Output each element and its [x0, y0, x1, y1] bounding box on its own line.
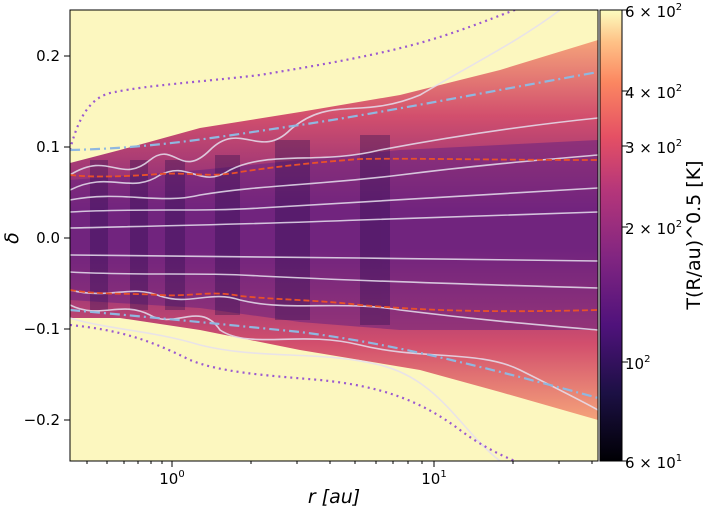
- heatmap-bands: [90, 135, 390, 325]
- colorbar-tick-label-100: 102: [625, 354, 650, 373]
- x-ticks: [86, 461, 593, 467]
- y-tick-label-1: 0.1: [36, 138, 60, 156]
- series-dotted-upper: [70, 10, 516, 151]
- series-dashdot-upper: [70, 70, 598, 152]
- heatmap-midplane: [70, 140, 598, 330]
- colorbar-tick-label-600: 6 × 102: [625, 2, 682, 21]
- x-tick-label-1: 100: [159, 469, 184, 488]
- series-dashed-lower: [70, 289, 598, 313]
- colorbar-ticks: [622, 9, 628, 462]
- plot-frame: [69, 9, 599, 462]
- x-axis-label: r [au]: [308, 486, 360, 508]
- colorbar-label: T(R/au)^0.5 [K]: [683, 160, 705, 310]
- colorbar-tick-label-400: 4 × 102: [625, 83, 682, 102]
- y-tick-label-3: −0.1: [24, 320, 60, 338]
- y-axis-label: δ: [1, 232, 23, 244]
- colorbar: [599, 9, 623, 462]
- y-tick-label-2: 0.0: [36, 229, 60, 247]
- y-tick-label-0: 0.2: [36, 47, 60, 65]
- y-tick-label-4: −0.2: [24, 411, 60, 429]
- x-tick-label-10: 101: [421, 469, 446, 488]
- contour-lines: [70, 10, 598, 461]
- series-dashdot-lower: [70, 308, 598, 400]
- y-ticks: [64, 55, 70, 421]
- colorbar-tick-label-300: 3 × 102: [625, 138, 682, 157]
- colorbar-tick-label-200: 2 × 102: [625, 219, 682, 238]
- colorbar-tick-label-60: 6 × 101: [625, 453, 682, 472]
- series-dashed-upper: [70, 157, 598, 178]
